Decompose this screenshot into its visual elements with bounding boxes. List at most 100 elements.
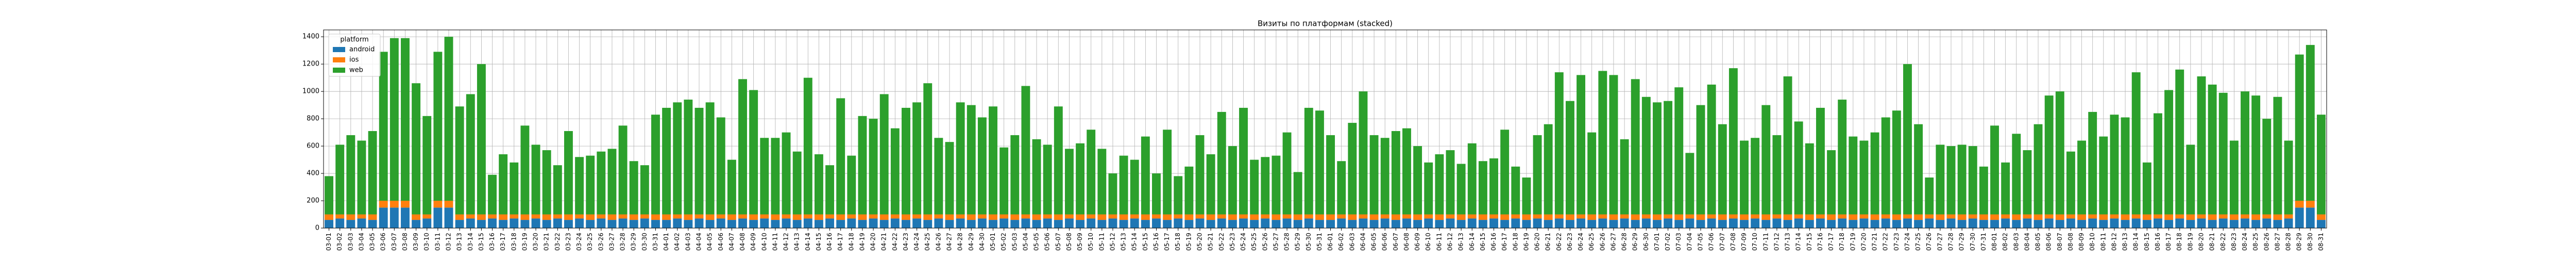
bar-segment bbox=[760, 138, 769, 215]
bar-segment bbox=[989, 106, 997, 215]
bar-segment bbox=[607, 220, 617, 228]
bar-segment bbox=[1957, 144, 1967, 215]
bar-segment bbox=[499, 214, 508, 220]
bar-segment bbox=[1620, 218, 1629, 228]
bar-segment bbox=[1957, 220, 1967, 228]
bar-segment bbox=[618, 125, 628, 215]
bar-segment bbox=[2066, 214, 2075, 219]
bar-segment bbox=[1881, 214, 1890, 219]
bar-segment bbox=[1304, 218, 1313, 228]
bar-segment bbox=[1293, 172, 1302, 215]
x-tick-label: 08-29 bbox=[2296, 233, 2303, 251]
bar-segment bbox=[662, 220, 671, 228]
bar-segment bbox=[1816, 218, 1825, 228]
x-tick-label: 08-21 bbox=[2209, 233, 2216, 251]
bar-segment bbox=[2121, 220, 2130, 228]
bar-segment bbox=[1010, 214, 1020, 220]
bar-segment bbox=[1195, 214, 1205, 219]
bar-segment bbox=[477, 64, 486, 215]
bar-segment bbox=[1783, 220, 1792, 228]
x-tick-label: 08-10 bbox=[2089, 233, 2096, 251]
bar-segment bbox=[1979, 220, 1988, 228]
x-tick-label: 05-21 bbox=[1207, 233, 1214, 251]
bar-segment bbox=[2306, 207, 2315, 228]
bar-segment bbox=[2229, 214, 2239, 220]
x-tick-label: 04-19 bbox=[858, 233, 866, 251]
bar-segment bbox=[1511, 218, 1520, 228]
bar-segment bbox=[1097, 220, 1107, 228]
bar-segment bbox=[1391, 220, 1400, 228]
x-tick-label: 08-11 bbox=[2099, 233, 2107, 251]
bar-segment bbox=[389, 201, 399, 208]
x-tick-label: 04-15 bbox=[815, 233, 822, 251]
bar-segment bbox=[771, 220, 780, 228]
x-tick-label: 03-10 bbox=[423, 233, 430, 251]
x-tick-label: 04-11 bbox=[771, 233, 778, 251]
bar-segment bbox=[2241, 218, 2249, 228]
bar-segment bbox=[2241, 91, 2249, 215]
bar-segment bbox=[673, 218, 682, 228]
bar-segment bbox=[466, 218, 475, 228]
x-tick-label: 07-20 bbox=[1860, 233, 1867, 251]
x-tick-label: 06-12 bbox=[1447, 233, 1454, 251]
x-tick-label: 03-24 bbox=[575, 233, 583, 251]
x-tick-label: 07-26 bbox=[1925, 233, 1933, 251]
bar-segment bbox=[2033, 124, 2043, 215]
bar-segment bbox=[1728, 68, 1738, 215]
bar-segment bbox=[1021, 214, 1030, 219]
bar-segment bbox=[1653, 214, 1662, 220]
bar-segment bbox=[727, 159, 736, 215]
bar-segment bbox=[989, 220, 997, 228]
bar-segment bbox=[1685, 214, 1694, 219]
bar-segment bbox=[564, 131, 573, 215]
x-tick-label: 07-13 bbox=[1784, 233, 1791, 251]
bar-segment bbox=[564, 220, 573, 228]
bar-segment bbox=[1685, 153, 1694, 215]
bar-segment bbox=[2154, 214, 2162, 219]
bar-segment bbox=[1849, 136, 1858, 215]
bar-segment bbox=[422, 214, 432, 219]
bar-segment bbox=[792, 220, 802, 228]
bar-segment bbox=[2012, 134, 2021, 215]
bar-segment bbox=[923, 83, 933, 215]
x-tick-label: 04-30 bbox=[978, 233, 986, 251]
bar-segment bbox=[1380, 138, 1389, 215]
bar-segment bbox=[1707, 218, 1716, 228]
bar-segment bbox=[368, 220, 377, 228]
bar-segment bbox=[2295, 207, 2304, 228]
bar-segment bbox=[607, 214, 617, 220]
x-tick-label: 08-30 bbox=[2307, 233, 2314, 251]
x-tick-label: 08-15 bbox=[2143, 233, 2150, 251]
bar-segment bbox=[825, 214, 835, 219]
x-tick-label: 07-27 bbox=[1936, 233, 1943, 251]
bar-segment bbox=[1914, 214, 1923, 220]
x-tick-label: 05-28 bbox=[1283, 233, 1291, 251]
bar-segment bbox=[640, 165, 649, 215]
bar-segment bbox=[1119, 214, 1128, 220]
x-tick-label: 03-16 bbox=[488, 233, 496, 251]
bar-segment bbox=[1805, 220, 1814, 228]
bar-segment bbox=[1533, 135, 1542, 215]
bar-segment bbox=[510, 162, 519, 215]
bar-segment bbox=[684, 100, 693, 215]
x-tick-label: 04-12 bbox=[783, 233, 790, 251]
bar-segment bbox=[1206, 220, 1215, 228]
x-tick-label: 04-18 bbox=[848, 233, 855, 251]
bar-segment bbox=[2164, 214, 2174, 220]
bar-segment bbox=[858, 220, 867, 228]
bar-segment bbox=[1946, 218, 1956, 228]
x-tick-label: 06-13 bbox=[1458, 233, 1465, 251]
bar-segment bbox=[1348, 214, 1357, 220]
bar-segment bbox=[510, 214, 519, 219]
x-tick-label: 04-10 bbox=[760, 233, 768, 251]
bar-segment bbox=[1228, 146, 1237, 215]
bar-segment bbox=[499, 154, 508, 215]
x-tick-label: 04-01 bbox=[663, 233, 670, 251]
x-tick-label: 03-09 bbox=[412, 233, 419, 251]
bar-segment bbox=[1827, 214, 1836, 220]
bar-segment bbox=[2001, 218, 2010, 228]
bar-segment bbox=[597, 151, 606, 215]
bar-segment bbox=[1456, 164, 1466, 215]
bar-segment bbox=[1751, 218, 1760, 228]
